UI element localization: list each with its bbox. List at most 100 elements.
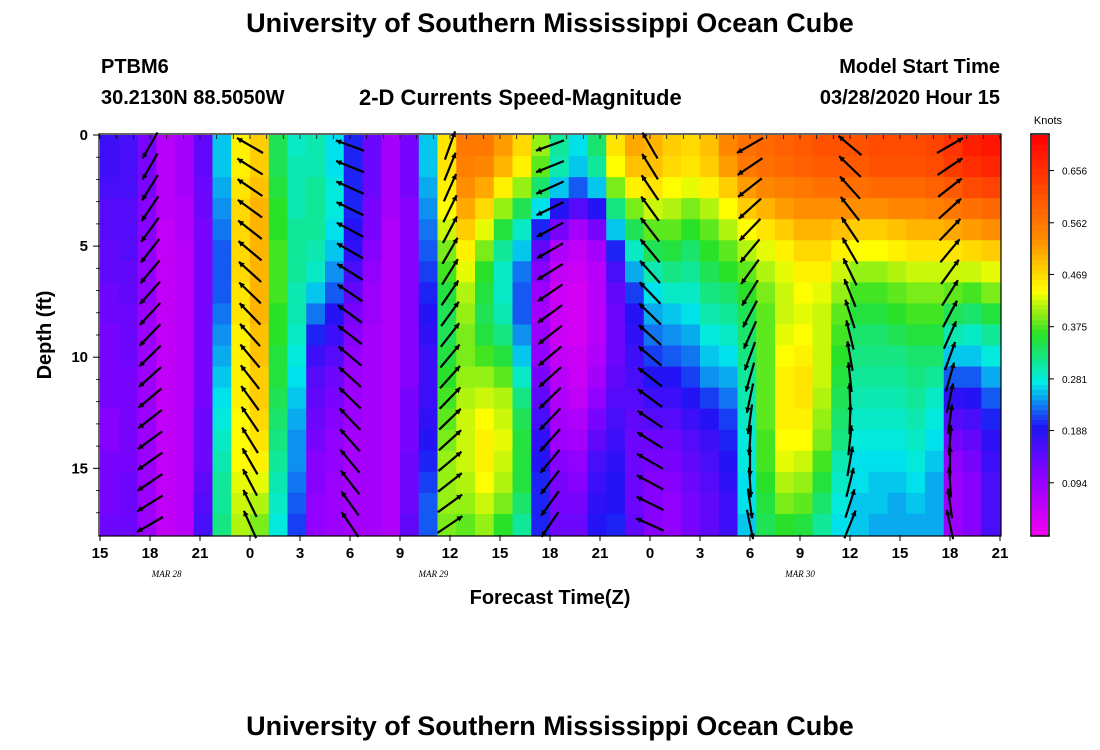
current-vector (637, 367, 663, 388)
heatmap-cell (343, 408, 364, 431)
colorbar-segment (1032, 235, 1048, 241)
heatmap-cell (887, 303, 907, 326)
current-vector (941, 279, 959, 307)
current-vector (844, 299, 856, 329)
date-label: MAR 30 (784, 569, 815, 579)
heatmap-cell (287, 471, 307, 494)
heatmap-cell (418, 408, 439, 431)
heatmap-cell (775, 261, 795, 283)
heatmap-cell (343, 219, 364, 241)
heatmap-cell (306, 240, 326, 262)
heatmap-cell (812, 492, 832, 515)
heatmap-cell (606, 513, 626, 536)
colorbar-segment (1032, 365, 1048, 371)
heatmap-cell (831, 387, 851, 410)
heatmap-cell (418, 366, 439, 389)
heatmap-cell (700, 219, 720, 241)
heatmap-cell (868, 324, 889, 347)
heatmap-cell (418, 282, 439, 305)
heatmap-cell (606, 282, 626, 305)
heatmap-cell (887, 177, 907, 199)
heatmap-cell (231, 345, 251, 368)
heatmap-cell (643, 240, 664, 262)
current-vector (535, 159, 565, 174)
colorbar-segment (1032, 330, 1048, 336)
heatmap-cell (343, 471, 364, 494)
current-vector (236, 178, 264, 197)
heatmap-cell (381, 450, 401, 473)
heatmap-cell (868, 282, 889, 305)
heatmap-cell (137, 198, 157, 220)
heatmap-cell (418, 177, 439, 199)
heatmap-cell (831, 240, 851, 262)
heatmap-cell (756, 429, 776, 452)
heatmap-cell (831, 324, 851, 347)
current-vector (141, 153, 159, 181)
x-tick-label: 3 (296, 545, 304, 562)
heatmap-cell (981, 219, 1001, 241)
heatmap-cell (400, 135, 420, 157)
heatmap-cell (231, 513, 251, 536)
heatmap-cell (831, 282, 851, 305)
heatmap-cell (362, 303, 382, 326)
heatmap-cell (606, 450, 626, 473)
heatmap-cell (306, 429, 326, 452)
heatmap-cell (118, 471, 139, 494)
heatmap-cell (437, 366, 457, 389)
heatmap-cell (681, 471, 701, 494)
heatmap-cell (587, 345, 607, 368)
heatmap-cell (868, 198, 889, 220)
heatmap-cell (475, 471, 495, 494)
current-vector (636, 409, 664, 429)
heatmap-cell (475, 282, 495, 305)
current-vector (535, 180, 565, 195)
heatmap-cell (400, 177, 420, 199)
heatmap-cell (231, 492, 251, 515)
heatmap-cell (925, 429, 945, 452)
heatmap-cell (550, 429, 570, 452)
heatmap-cell (212, 219, 232, 241)
heatmap-cell (381, 303, 401, 326)
colorbar-segment (1032, 435, 1048, 441)
current-vector (639, 259, 661, 284)
heatmap-cell (587, 513, 607, 536)
heatmap-cell (193, 345, 214, 368)
heatmap-cell (175, 240, 195, 262)
colorbar-segment (1032, 320, 1048, 326)
heatmap-cell (662, 450, 682, 473)
heatmap-cell (531, 324, 551, 347)
heatmap-cell (756, 261, 776, 283)
heatmap-cell (456, 303, 476, 326)
station-id: PTBM6 (101, 56, 169, 78)
station-coords: 30.2130N 88.5050W (101, 87, 285, 109)
heatmap-cell (756, 198, 776, 220)
current-vector (640, 174, 660, 201)
heatmap-cell (362, 135, 382, 157)
colorbar-segment (1032, 225, 1048, 231)
heatmap-cell (512, 219, 532, 241)
heatmap-cell (400, 324, 420, 347)
heatmap-cell (193, 198, 214, 220)
heatmap-cell (662, 261, 682, 283)
y-tick-label: 0 (80, 127, 88, 144)
heatmap-cell (493, 198, 514, 220)
current-vector (141, 174, 159, 201)
heatmap-cell (400, 471, 420, 494)
heatmap-cell (362, 261, 382, 283)
heatmap-cell (775, 324, 795, 347)
heatmap-cell (456, 156, 476, 178)
colorbar-segment (1032, 300, 1048, 306)
current-vector (746, 488, 755, 519)
heatmap-cell (812, 429, 832, 452)
heatmap-cell (268, 135, 289, 157)
heatmap-cell (193, 303, 214, 326)
heatmap-cell (925, 471, 945, 494)
heatmap-cell (887, 135, 907, 157)
heatmap-cell (418, 492, 439, 515)
heatmap-cell (156, 366, 176, 389)
heatmap-cell (531, 282, 551, 305)
heatmap-cell (325, 429, 345, 452)
heatmap-cell (250, 156, 270, 178)
colorbar-segment (1032, 195, 1048, 201)
current-vector (742, 320, 758, 350)
